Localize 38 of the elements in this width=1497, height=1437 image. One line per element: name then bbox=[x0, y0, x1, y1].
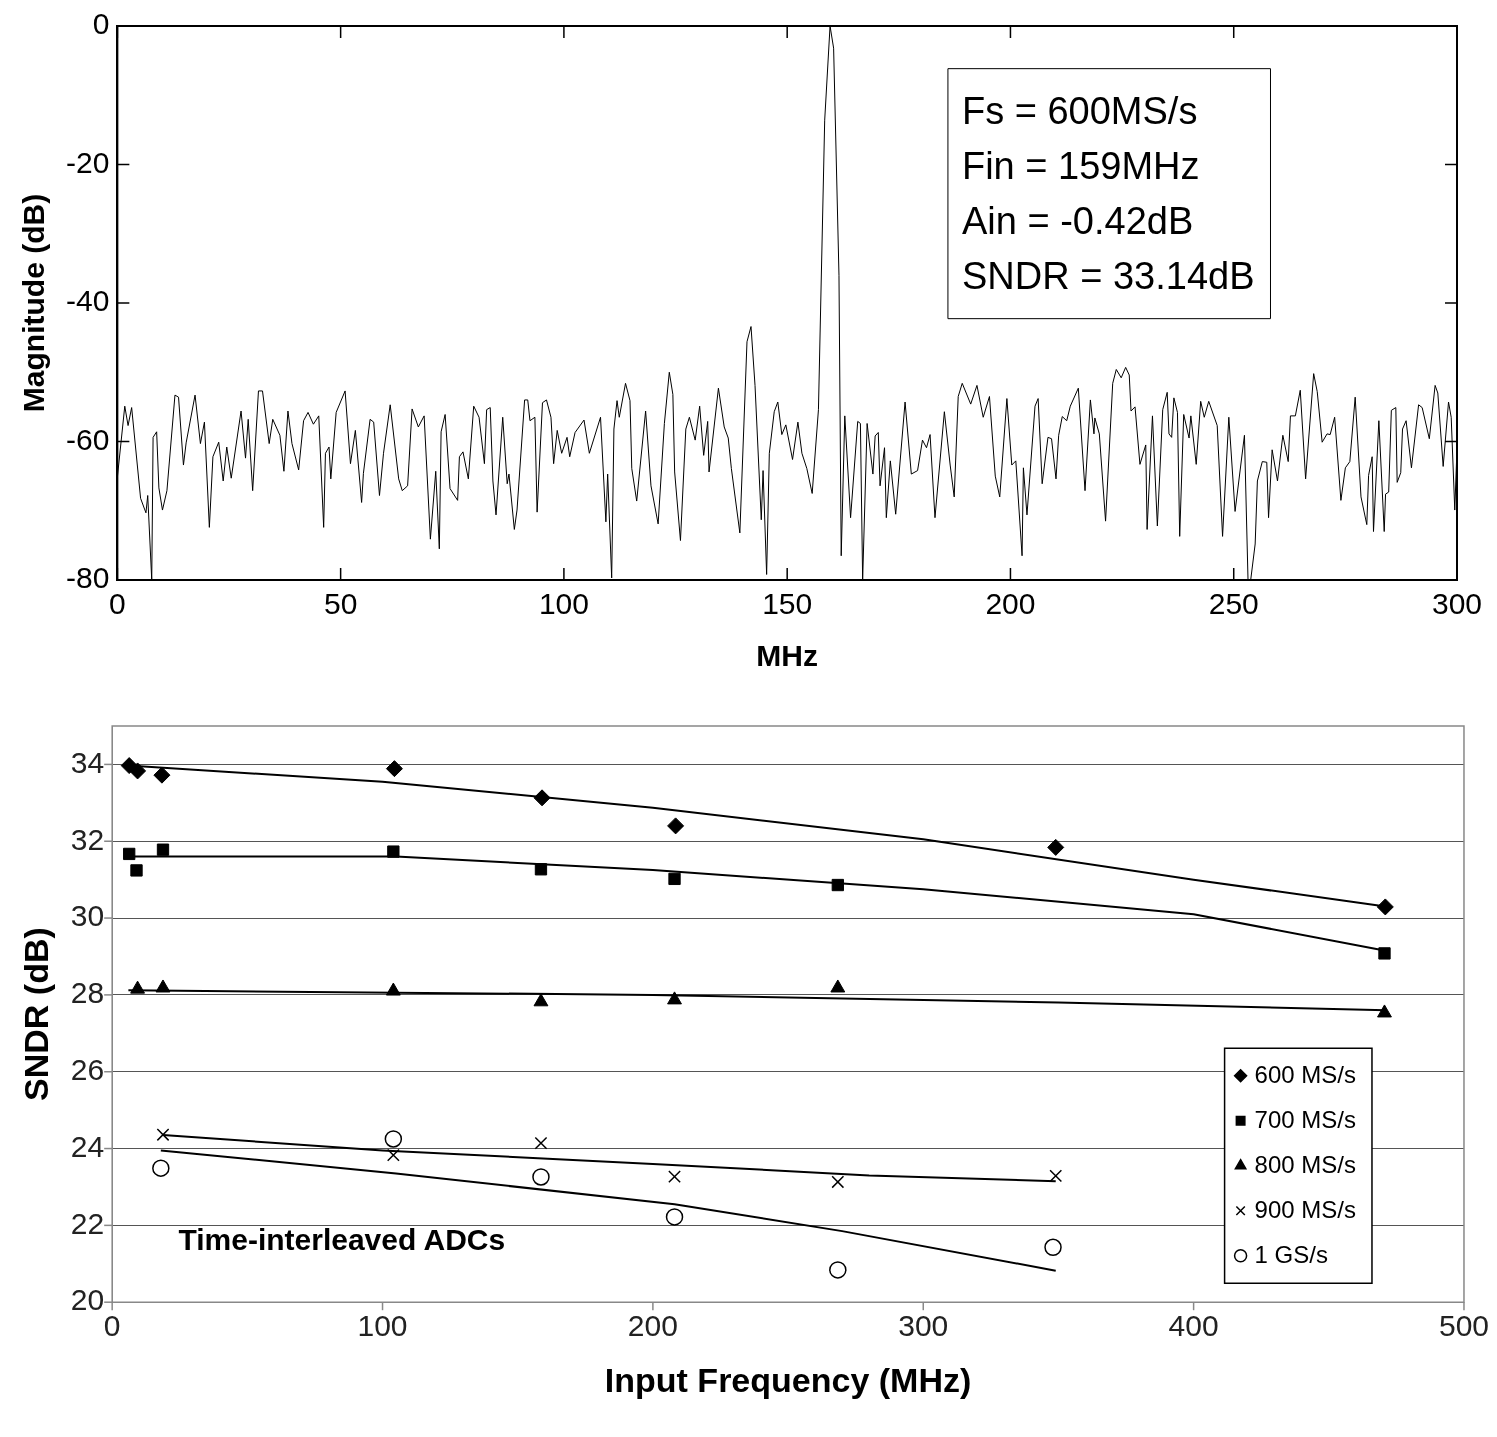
y-tick-label: -60 bbox=[66, 422, 110, 456]
y-tick-label: 0 bbox=[92, 7, 110, 41]
x-tick-label: 400 bbox=[1168, 1309, 1219, 1343]
y-tick-label: -40 bbox=[66, 284, 110, 318]
x-tick-label: 150 bbox=[762, 587, 813, 621]
annotation: Fs = 600MS/s bbox=[961, 89, 1198, 132]
x-axis-title: MHz bbox=[756, 639, 819, 673]
x-tick-label: 100 bbox=[538, 587, 589, 621]
y-tick-label: 30 bbox=[70, 899, 105, 933]
x-tick-label: 500 bbox=[1438, 1309, 1489, 1343]
x-tick-label: 300 bbox=[1431, 587, 1483, 621]
x-tick-label: 50 bbox=[323, 587, 358, 621]
legend-label: 900 MS/s bbox=[1254, 1196, 1356, 1224]
y-tick-label: 32 bbox=[70, 822, 105, 856]
legend-label: 800 MS/s bbox=[1254, 1151, 1356, 1179]
x-tick-label: 300 bbox=[898, 1309, 949, 1343]
x-tick-label: 100 bbox=[357, 1309, 408, 1343]
y-tick-label: 24 bbox=[70, 1129, 105, 1163]
annotation: SNDR = 33.14dB bbox=[961, 254, 1255, 297]
legend-label: 1 GS/s bbox=[1254, 1241, 1328, 1269]
y-tick-label: 20 bbox=[70, 1283, 105, 1317]
y-tick-label: 26 bbox=[70, 1052, 105, 1086]
x-axis-title: Input Frequency (MHz) bbox=[604, 1360, 972, 1399]
y-tick-label: 34 bbox=[70, 745, 105, 779]
y-tick-label: -20 bbox=[66, 145, 110, 179]
legend-label: 700 MS/s bbox=[1254, 1106, 1356, 1134]
annotation: Time-interleaved ADCs bbox=[178, 1223, 506, 1257]
y-tick-label: 22 bbox=[70, 1206, 105, 1240]
x-tick-label: 200 bbox=[627, 1309, 678, 1343]
y-axis-title: SNDR (dB) bbox=[16, 927, 55, 1101]
annotation: Fin = 159MHz bbox=[961, 144, 1200, 187]
x-tick-label: 250 bbox=[1208, 587, 1259, 621]
annotation: Ain = -0.42dB bbox=[961, 199, 1194, 242]
y-tick-label: -80 bbox=[66, 561, 110, 595]
legend-label: 600 MS/s bbox=[1254, 1061, 1356, 1089]
y-axis-title: Magnitude (dB) bbox=[17, 193, 51, 413]
y-tick-label: 28 bbox=[70, 976, 105, 1010]
x-tick-label: 200 bbox=[985, 587, 1036, 621]
